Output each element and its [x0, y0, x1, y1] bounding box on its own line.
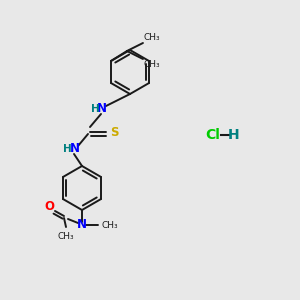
Text: Cl: Cl [206, 128, 220, 142]
Text: CH₃: CH₃ [101, 220, 118, 230]
Text: N: N [77, 218, 87, 232]
Text: H: H [228, 128, 240, 142]
Text: N: N [70, 142, 80, 155]
Text: S: S [110, 127, 118, 140]
Text: CH₃: CH₃ [58, 232, 74, 241]
Text: H: H [91, 104, 99, 114]
Text: H: H [63, 144, 71, 154]
Text: N: N [97, 103, 107, 116]
Text: CH₃: CH₃ [144, 33, 160, 42]
Text: O: O [44, 200, 54, 212]
Text: CH₃: CH₃ [144, 60, 160, 69]
